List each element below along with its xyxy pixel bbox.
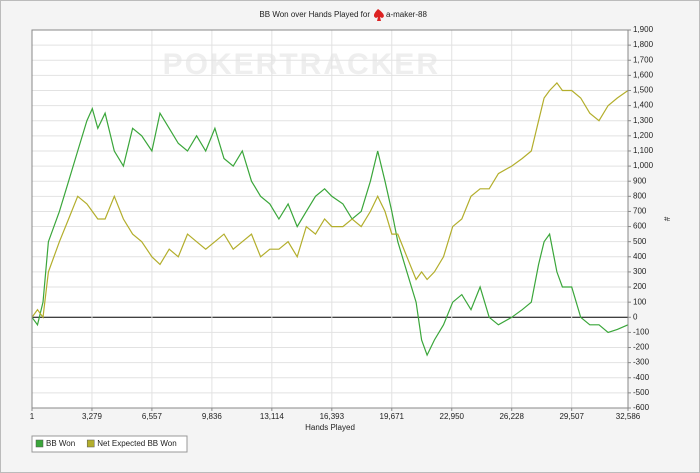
x-tick-label: 6,557 bbox=[142, 412, 163, 421]
x-tick-label: 9,836 bbox=[202, 412, 223, 421]
y-tick-label: 600 bbox=[633, 222, 647, 231]
y-tick-label: -300 bbox=[633, 358, 650, 367]
y-tick-label: 1,200 bbox=[633, 131, 654, 140]
y-tick-label: 1,500 bbox=[633, 86, 654, 95]
x-tick-label: 13,114 bbox=[260, 412, 284, 421]
y-tick-label: -600 bbox=[633, 403, 650, 412]
y-tick-label: 100 bbox=[633, 297, 647, 306]
y-tick-label: 1,600 bbox=[633, 70, 654, 79]
player-icon bbox=[373, 9, 384, 21]
grid bbox=[31, 29, 631, 411]
y-tick-label: 1,400 bbox=[633, 101, 654, 110]
watermark: POKERTRACKER bbox=[163, 48, 440, 81]
x-tick-label: 3,279 bbox=[82, 412, 103, 421]
y-tick-label: 1,300 bbox=[633, 116, 654, 125]
chart-title: BB Won over Hands Played for bbox=[259, 10, 370, 19]
y-tick-label: -400 bbox=[633, 373, 650, 382]
series-line bbox=[31, 81, 629, 319]
x-tick-label: 1 bbox=[30, 412, 35, 421]
x-axis-label: Hands Played bbox=[305, 423, 355, 432]
x-tick-label: 19,671 bbox=[380, 412, 405, 421]
plot-area bbox=[32, 30, 628, 408]
series-line bbox=[31, 106, 629, 357]
x-tick-label: 16,393 bbox=[320, 412, 345, 421]
y-tick-label: 1,900 bbox=[633, 25, 654, 34]
y-tick-label: 200 bbox=[633, 282, 647, 291]
lines bbox=[31, 81, 629, 357]
plot-border bbox=[31, 29, 629, 409]
y-tick-label: 0 bbox=[633, 312, 638, 321]
y-tick-label: 800 bbox=[633, 191, 647, 200]
x-tick-label: 29,507 bbox=[559, 412, 584, 421]
y-tick-label: 1,700 bbox=[633, 55, 654, 64]
legend-label: Net Expected BB Won bbox=[97, 439, 176, 448]
legend-swatch bbox=[86, 439, 95, 448]
x-tick-label: 32,586 bbox=[616, 412, 641, 421]
y-tick-label: 700 bbox=[633, 207, 647, 216]
y-tick-label: 300 bbox=[633, 267, 647, 276]
legend-swatch bbox=[35, 439, 44, 448]
y-tick-label: 500 bbox=[633, 237, 647, 246]
legend-label: BB Won bbox=[46, 439, 75, 448]
y-axis-label: # bbox=[662, 217, 671, 222]
y-tick-label: -200 bbox=[633, 343, 650, 352]
legend bbox=[31, 435, 188, 453]
y-tick-label: -100 bbox=[633, 328, 650, 337]
y-tick-label: 1,800 bbox=[633, 40, 654, 49]
player-name: a-maker-88 bbox=[386, 10, 427, 19]
y-tick-label: 400 bbox=[633, 252, 647, 261]
x-tick-label: 26,228 bbox=[499, 412, 524, 421]
y-tick-label: 1,100 bbox=[633, 146, 654, 155]
y-tick-label: -500 bbox=[633, 388, 650, 397]
y-tick-label: 900 bbox=[633, 176, 647, 185]
y-tick-label: 1,000 bbox=[633, 161, 654, 170]
x-tick-label: 22,950 bbox=[440, 412, 465, 421]
